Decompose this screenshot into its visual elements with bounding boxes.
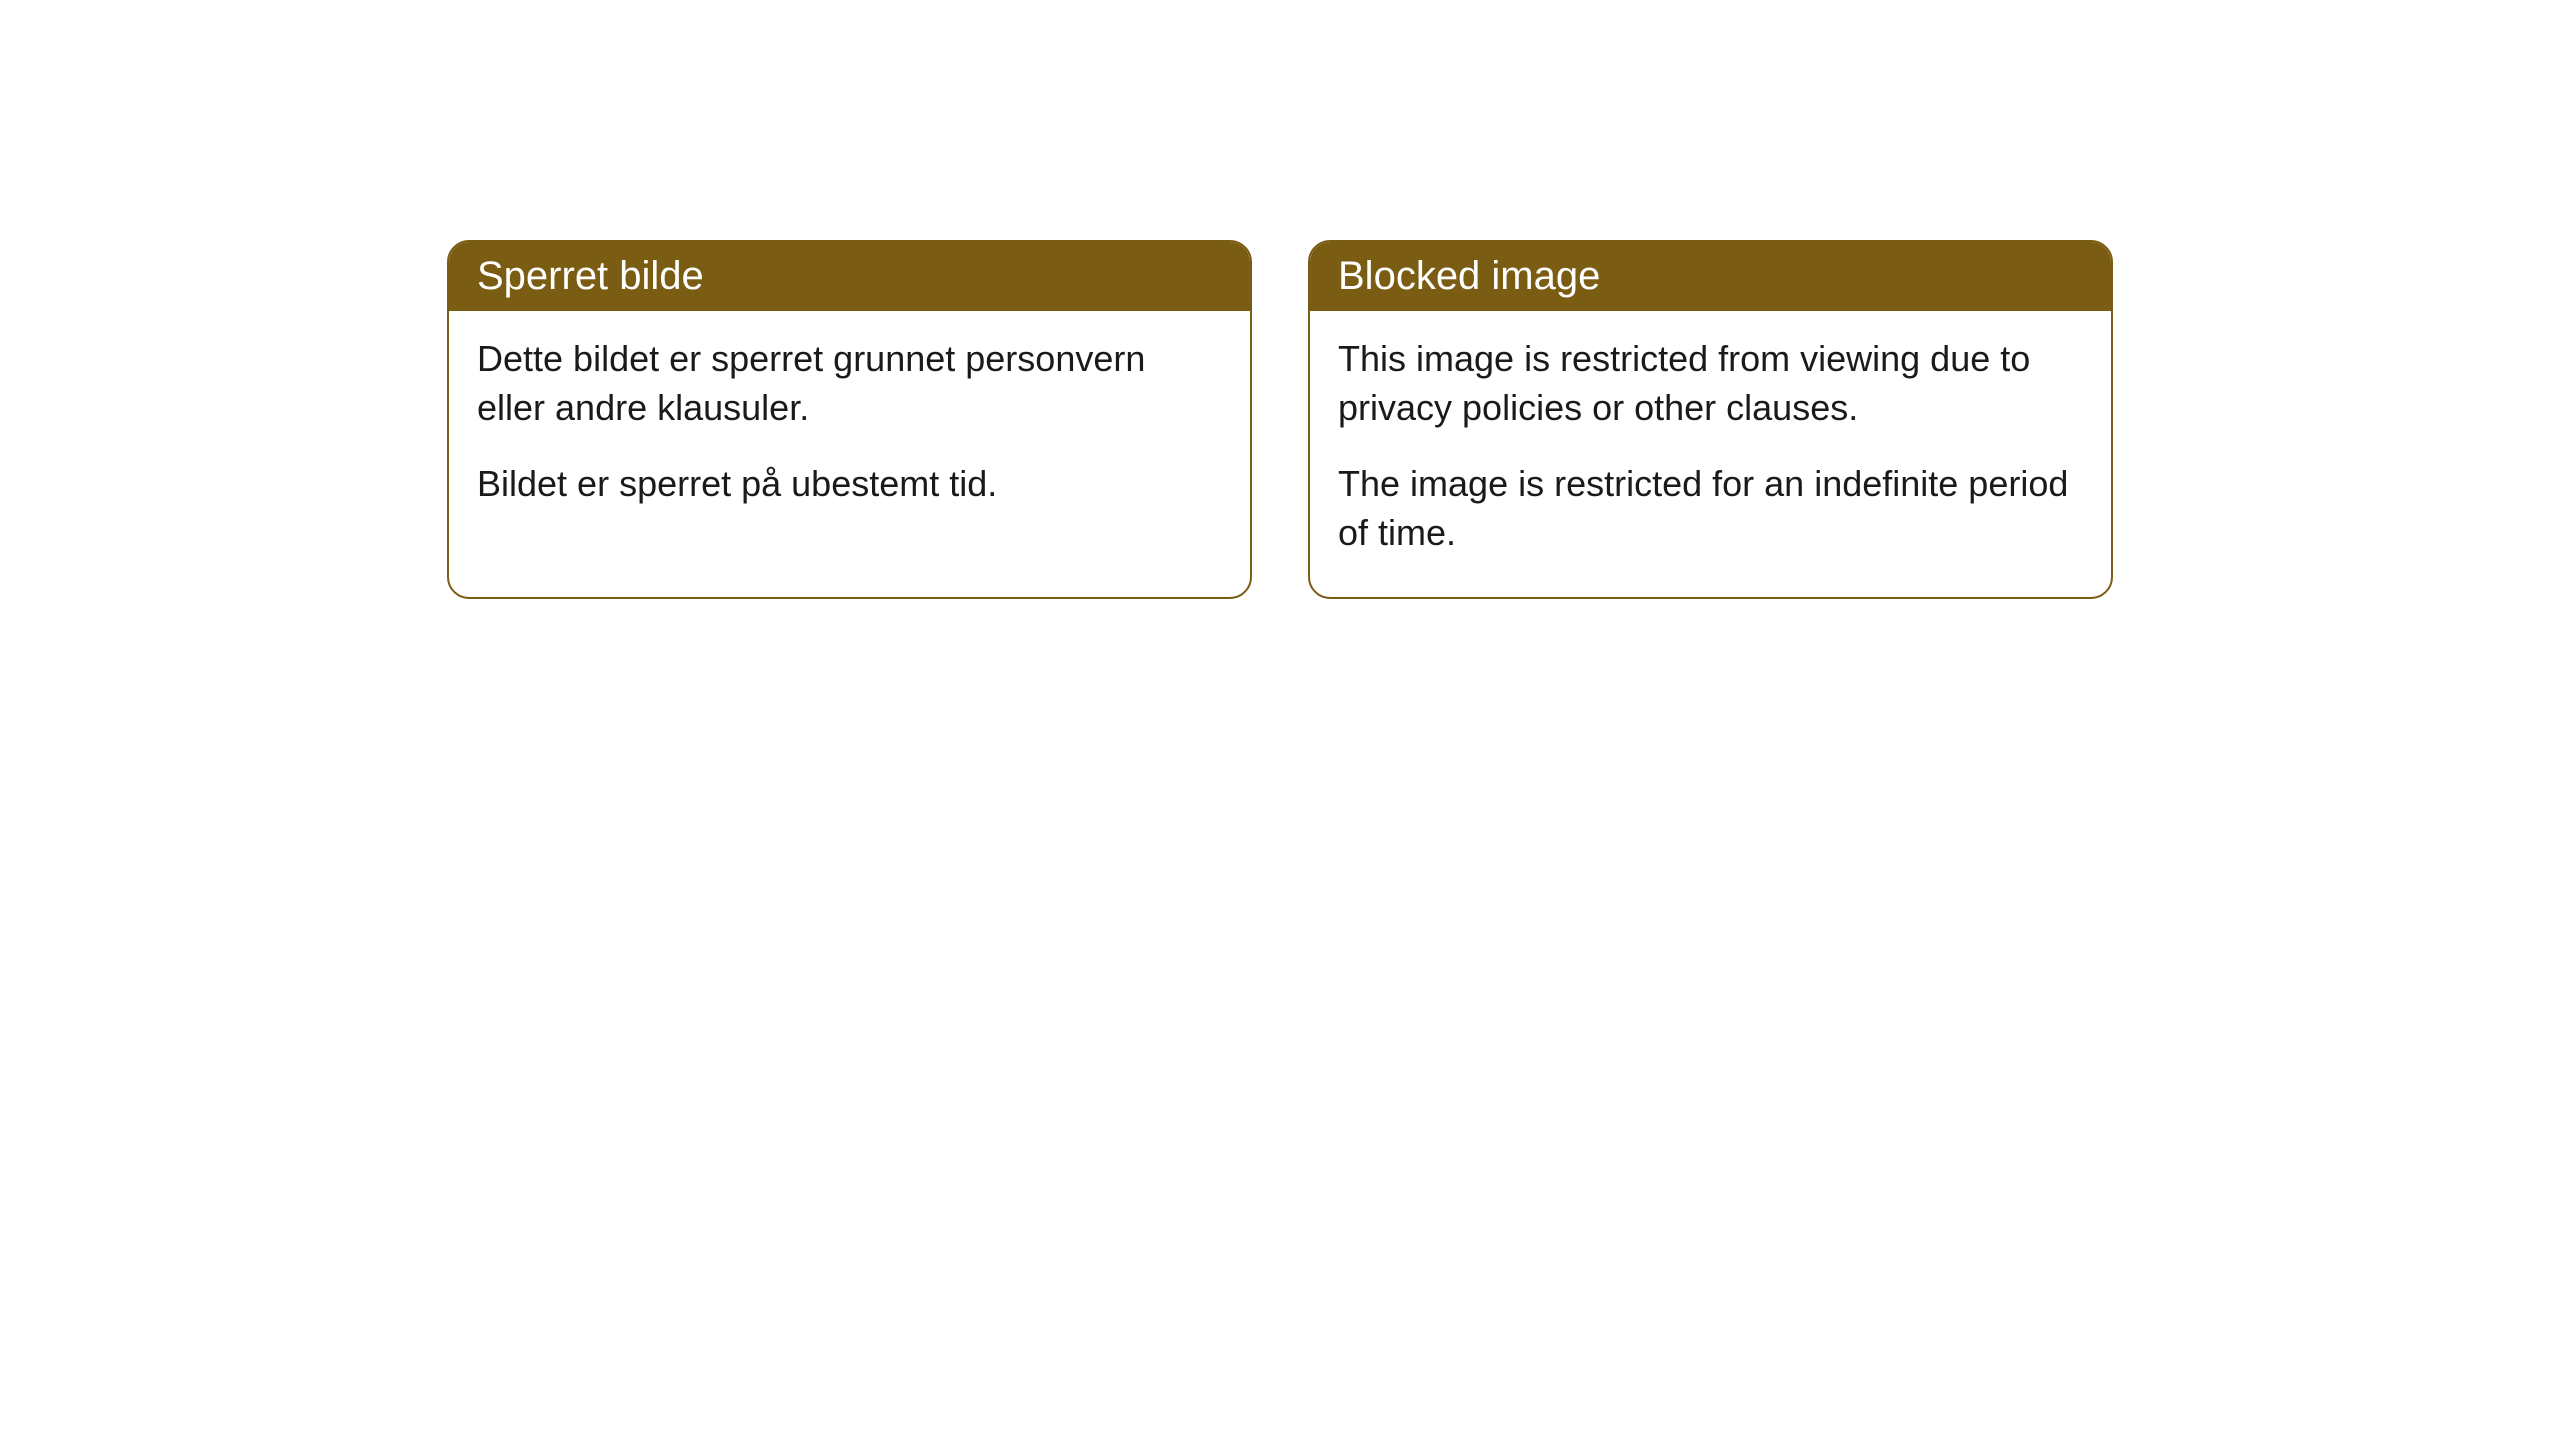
card-header: Blocked image [1310,242,2111,311]
notice-cards-container: Sperret bilde Dette bildet er sperret gr… [447,240,2113,599]
card-paragraph: Bildet er sperret på ubestemt tid. [477,460,1222,509]
blocked-image-card-english: Blocked image This image is restricted f… [1308,240,2113,599]
card-title: Sperret bilde [477,254,704,298]
card-title: Blocked image [1338,254,1600,298]
card-paragraph: Dette bildet er sperret grunnet personve… [477,335,1222,432]
blocked-image-card-norwegian: Sperret bilde Dette bildet er sperret gr… [447,240,1252,599]
card-body: This image is restricted from viewing du… [1310,311,2111,597]
card-paragraph: The image is restricted for an indefinit… [1338,460,2083,557]
card-body: Dette bildet er sperret grunnet personve… [449,311,1250,549]
card-header: Sperret bilde [449,242,1250,311]
card-paragraph: This image is restricted from viewing du… [1338,335,2083,432]
